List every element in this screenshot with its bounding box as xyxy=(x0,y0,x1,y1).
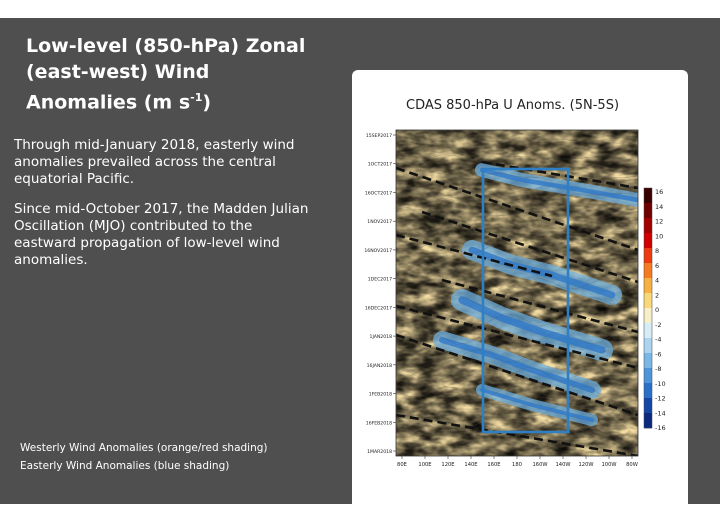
colorbar-label: -4 xyxy=(655,336,661,344)
contour-line xyxy=(396,171,637,182)
colorbar-label: 16 xyxy=(655,188,663,196)
colorbar-swatch xyxy=(644,338,652,354)
colorbar-label: 10 xyxy=(655,232,663,240)
colorbar-label: -16 xyxy=(655,424,666,432)
x-tick-label: 100W xyxy=(601,462,616,468)
colorbar-label: 4 xyxy=(655,277,659,285)
x-tick-label: 160E xyxy=(487,462,500,468)
mjo-propagation-line xyxy=(421,210,638,284)
colorbar-swatch xyxy=(644,263,652,279)
colorbar-swatch xyxy=(644,323,652,339)
contour-line xyxy=(396,188,637,199)
contour-line xyxy=(396,224,637,237)
colorbar-label: 8 xyxy=(655,247,659,255)
colorbar-label: 14 xyxy=(655,203,663,211)
colorbar-swatch xyxy=(644,413,652,429)
colorbar-swatch xyxy=(644,203,652,219)
y-tick-label: 1NOV2017 xyxy=(367,219,392,225)
colorbar-frame xyxy=(643,187,653,429)
x-tick-label: 160W xyxy=(532,462,547,468)
x-tick-label: 80W xyxy=(626,462,638,468)
contour-line xyxy=(396,385,637,399)
highlight-box xyxy=(481,167,570,434)
colorbar-swatch xyxy=(644,248,652,264)
hovmoller-figure: CDAS 850-hPa U Anoms. (5N-5S) 15SEP2017 1… xyxy=(352,70,688,512)
hovmoller-plot: 15SEP2017 1OCT2017 16OCT2017 1NOV2017 16NOV2… xyxy=(364,129,666,468)
colorbar-label: -8 xyxy=(655,365,661,373)
y-tick-label: 16DEC2017 xyxy=(365,305,392,311)
colorbar-swatch xyxy=(644,353,652,369)
x-axis-ticks: 80E 100E 120E 140E 160E 180 160W 140W 120W 100W 80… xyxy=(397,456,638,468)
y-tick-label: 1FEB2018 xyxy=(369,392,392,398)
contour-line xyxy=(396,330,637,345)
x-tick-label: 120W xyxy=(578,462,593,468)
contour-line xyxy=(396,135,637,144)
slide-title: Low-level (850-hPa) Zonal (east-west) Wi… xyxy=(26,35,306,114)
colorbar-swatch xyxy=(644,278,652,294)
colorbar-swatch xyxy=(644,218,652,234)
x-tick-label: 100E xyxy=(418,462,431,468)
legend-easterly: Easterly Wind Anomalies (blue shading) xyxy=(20,460,230,472)
contour-line xyxy=(396,276,637,291)
x-tick-label: 140E xyxy=(464,462,477,468)
slide: Low-level (850-hPa) Zonal (east-west) Wi… xyxy=(0,18,720,512)
colorbar-swatch xyxy=(644,368,652,384)
y-axis-ticks: 15SEP2017 1OCT2017 16OCT2017 1NOV2017 16NOV2… xyxy=(364,133,396,455)
y-tick-label: 16OCT2017 xyxy=(365,190,392,196)
easterly-core xyxy=(439,337,595,393)
y-tick-label: 15SEP2017 xyxy=(366,133,392,139)
colorbar-label: -6 xyxy=(655,350,661,358)
colorbar-label: 6 xyxy=(655,262,659,270)
y-tick-label: 16FEB2018 xyxy=(366,420,392,426)
colorbar-swatch xyxy=(644,188,652,204)
y-tick-label: 1DEC2017 xyxy=(368,277,392,283)
x-tick-label: 180 xyxy=(512,462,522,468)
mjo-propagation-line xyxy=(396,413,638,456)
colorbar-label: -12 xyxy=(655,395,666,403)
easterly-core xyxy=(479,167,638,203)
contour-line xyxy=(396,154,637,163)
colorbar: 16 14 12 10 8 6 4 2 0 -2 -4 -6 -8 -10 -12 -14 -16 xyxy=(643,187,666,432)
colorbar-swatch xyxy=(644,383,652,399)
y-tick-label: 1JAN2018 xyxy=(370,334,393,340)
mjo-propagation-line xyxy=(441,278,638,334)
y-tick-label: 16JAN2018 xyxy=(367,363,392,369)
contour-line xyxy=(396,294,637,309)
figure-title: CDAS 850-hPa U Anoms. (5N-5S) xyxy=(406,98,620,113)
colorbar-label: -14 xyxy=(655,409,666,417)
x-tick-label: 120E xyxy=(441,462,454,468)
description-paragraph-1: Through mid-January 2018, easterly wind … xyxy=(14,137,295,187)
mjo-propagation-line xyxy=(396,333,638,417)
easterly-core xyxy=(480,388,594,422)
anomaly-shading xyxy=(396,130,638,456)
legend-westerly: Westerly Wind Anomalies (orange/red shad… xyxy=(20,442,268,454)
mjo-propagation-line xyxy=(481,160,638,190)
mjo-propagation-line xyxy=(396,233,553,278)
colorbar-swatch xyxy=(644,308,652,324)
y-tick-label: 16NOV2017 xyxy=(364,248,392,254)
colorbar-label: 0 xyxy=(655,306,659,314)
y-tick-label: 1MAR2018 xyxy=(367,449,392,455)
contour-line xyxy=(396,439,637,454)
contour-line xyxy=(396,403,637,418)
colorbar-label: -2 xyxy=(655,321,661,329)
y-tick-label: 1OCT2017 xyxy=(368,162,392,168)
colorbar-swatch xyxy=(644,293,652,309)
colorbar-swatch xyxy=(644,233,652,249)
colorbar-label: -10 xyxy=(655,380,666,388)
contour-line xyxy=(396,366,637,382)
contour-line xyxy=(396,259,637,273)
x-tick-label: 80E xyxy=(397,462,407,468)
x-tick-label: 140W xyxy=(555,462,570,468)
colorbar-label: 12 xyxy=(655,218,663,226)
mjo-propagation-line xyxy=(396,166,638,252)
colorbar-label: 2 xyxy=(655,291,659,299)
contour-line xyxy=(396,241,637,255)
description-paragraph-2: Since mid-October 2017, the Madden Julia… xyxy=(14,201,309,268)
contour-line xyxy=(396,206,637,218)
colorbar-swatch xyxy=(644,398,652,414)
